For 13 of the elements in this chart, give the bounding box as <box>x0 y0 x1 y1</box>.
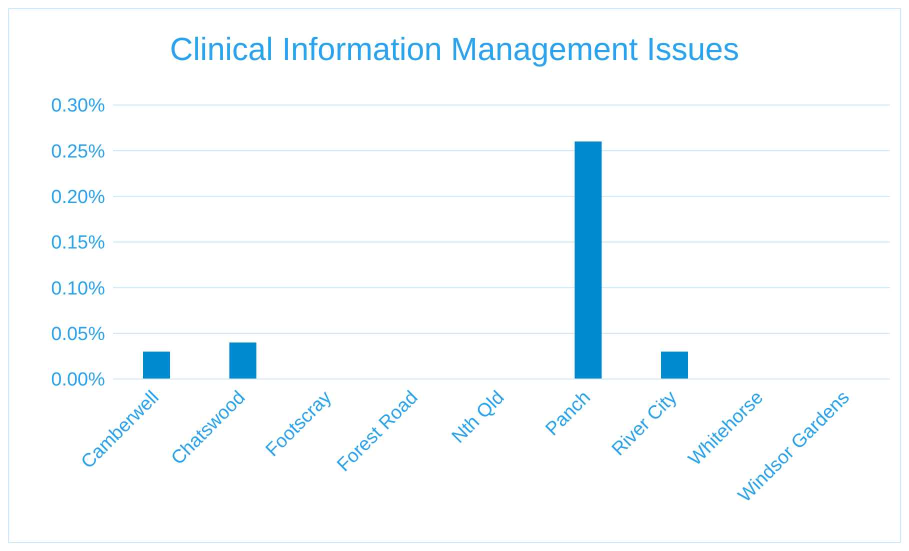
bar <box>574 142 602 379</box>
bar <box>661 352 688 379</box>
y-tick-label: 0.10% <box>51 278 106 300</box>
bar <box>143 352 170 379</box>
y-tick-label: 0.15% <box>51 232 106 254</box>
chart-title: Clinical Information Management Issues <box>168 31 740 68</box>
y-tick-label: 0.20% <box>51 187 106 208</box>
y-tick-label: 0.00% <box>51 370 106 391</box>
y-tick-label: 0.25% <box>51 141 106 162</box>
bar <box>229 342 256 379</box>
x-tick-label: Nth Qld <box>448 387 509 448</box>
y-tick-label: 0.05% <box>51 324 106 346</box>
y-tick-label: 0.30% <box>51 96 106 117</box>
